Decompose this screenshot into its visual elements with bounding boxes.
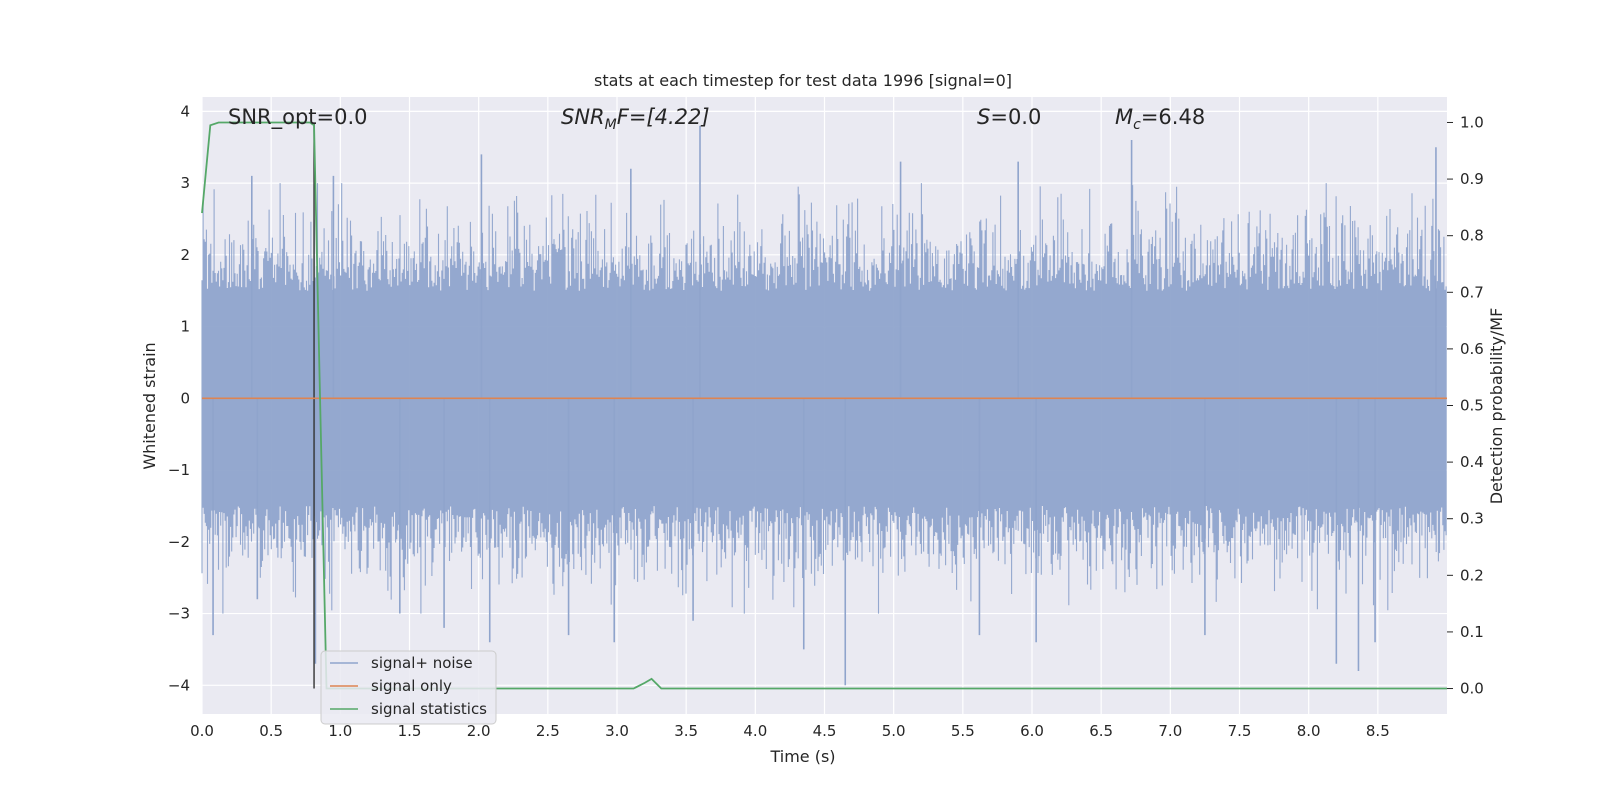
x-axis-ticks: 0.0 0.5 1.0 1.5 2.0 2.5 3.0 3.5 4.0 4.5 5.0 5.5 6.0 6… — [190, 722, 1390, 740]
x-tick-label: 8.0 — [1297, 722, 1321, 740]
y-tick-label: −3 — [168, 605, 190, 623]
snr-opt-annotation: SNR_opt=0.0 — [228, 105, 368, 130]
x-tick-label: 8.5 — [1366, 722, 1390, 740]
y-tick-label: 4 — [180, 102, 190, 120]
y2-tick-label: 0.1 — [1460, 623, 1484, 641]
y2-tick-label: 0.5 — [1460, 397, 1484, 415]
x-tick-label: 4.0 — [743, 722, 767, 740]
signal-plus-noise-series — [201, 125, 1447, 686]
x-tick-label: 6.0 — [1020, 722, 1044, 740]
legend-label-signal-statistics: signal statistics — [371, 700, 487, 718]
x-tick-label: 0.5 — [259, 722, 283, 740]
s-annotation: S=0.0 — [977, 105, 1041, 129]
x-tick-label: 7.5 — [1228, 722, 1252, 740]
y2-tick-label: 1.0 — [1460, 113, 1484, 131]
mc-annotation: Mc=6.48 — [1115, 105, 1205, 133]
y-tick-label: 2 — [180, 246, 190, 264]
x-tick-label: 6.5 — [1089, 722, 1113, 740]
x-tick-label: 2.0 — [467, 722, 491, 740]
x-tick-label: 1.5 — [398, 722, 422, 740]
y2-tick-label: 0.0 — [1460, 680, 1484, 698]
x-tick-label: 3.0 — [605, 722, 629, 740]
legend: signal+ noise signal only signal statist… — [320, 650, 497, 725]
x-tick-label: 5.0 — [882, 722, 906, 740]
legend-label-signal-only: signal only — [371, 677, 452, 695]
x-tick-label: 4.5 — [813, 722, 837, 740]
y2-tick-label: 0.9 — [1460, 170, 1484, 188]
legend-label-signal-noise: signal+ noise — [371, 654, 473, 672]
y-axis-label: Whitened strain — [140, 342, 159, 469]
y2-tick-label: 0.4 — [1460, 453, 1484, 471]
x-tick-label: 3.5 — [674, 722, 698, 740]
x-tick-label: 7.0 — [1158, 722, 1182, 740]
y-tick-label: −4 — [168, 676, 190, 694]
y2-tick-label: 0.7 — [1460, 283, 1484, 301]
y-tick-label: −1 — [168, 461, 190, 479]
y2-tick-label: 0.6 — [1460, 340, 1484, 358]
x-tick-label: 5.5 — [951, 722, 975, 740]
y-axis-ticks: 4 3 2 1 0 −1 −2 −3 −4 — [168, 102, 190, 694]
signal-plus-noise-bars — [201, 183, 1447, 614]
x-axis-label: Time (s) — [769, 747, 835, 766]
y-tick-label: −2 — [168, 533, 190, 551]
snr-mf-annotation: SNRMF=[4.22] — [561, 105, 710, 133]
y2-tick-label: 0.2 — [1460, 566, 1484, 584]
legend-box — [320, 650, 497, 725]
y-tick-label: 1 — [180, 318, 190, 336]
y2-tick-label: 0.3 — [1460, 510, 1484, 528]
x-tick-label: 1.0 — [328, 722, 352, 740]
y2-axis-label: Detection probability/MF — [1487, 308, 1506, 505]
y2-axis-ticks: 1.0 0.9 0.8 0.7 0.6 0.5 0.4 0.3 0.2 0.1 0.0 — [1447, 113, 1484, 698]
y-tick-label: 3 — [180, 174, 190, 192]
chart-title: stats at each timestep for test data 199… — [594, 71, 1012, 90]
x-tick-label: 0.0 — [190, 722, 214, 740]
y2-tick-label: 0.8 — [1460, 227, 1484, 245]
y-tick-label: 0 — [180, 389, 190, 407]
x-tick-label: 2.5 — [536, 722, 560, 740]
